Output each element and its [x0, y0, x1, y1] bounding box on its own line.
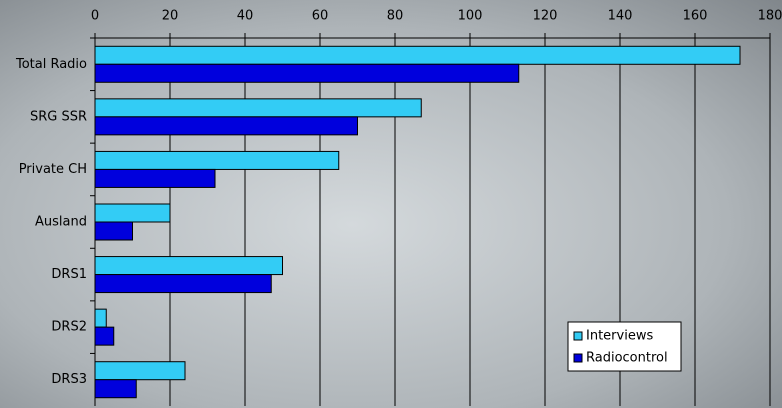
bar — [94, 221, 133, 241]
x-tick-label: 20 — [162, 9, 179, 24]
y-tick-label: Total Radio — [15, 57, 87, 72]
bar — [94, 203, 171, 223]
legend-box — [567, 321, 682, 372]
bar — [94, 116, 358, 136]
legend-label: Interviews — [586, 329, 653, 344]
x-tick-label: 80 — [387, 9, 404, 24]
bar — [94, 45, 741, 65]
y-tick-label: SRG SSR — [30, 109, 87, 124]
legend-swatch — [573, 331, 583, 341]
bar — [94, 150, 340, 170]
x-tick-label: 180 — [758, 9, 782, 24]
x-tick-label: 100 — [458, 9, 483, 24]
y-tick-label: Private CH — [19, 162, 87, 177]
y-tick-label: DRS1 — [51, 267, 87, 282]
y-tick-label: DRS3 — [51, 372, 87, 387]
x-tick-label: 160 — [683, 9, 708, 24]
bar — [94, 379, 137, 399]
bar — [94, 63, 520, 83]
x-tick-label: 40 — [237, 9, 254, 24]
x-tick-label: 60 — [312, 9, 329, 24]
bar — [94, 98, 422, 118]
bar — [94, 256, 283, 276]
legend-swatch — [573, 353, 583, 363]
x-tick-label: 140 — [608, 9, 633, 24]
bar — [94, 326, 115, 346]
legend-label: Radiocontrol — [586, 351, 668, 366]
bar — [94, 274, 272, 294]
bar — [94, 361, 186, 381]
x-tick-label: 0 — [91, 9, 99, 24]
bar — [94, 308, 107, 328]
y-tick-label: Ausland — [35, 215, 87, 230]
y-tick-label: DRS2 — [51, 320, 87, 335]
x-tick-label: 120 — [533, 9, 558, 24]
bar — [94, 168, 216, 188]
